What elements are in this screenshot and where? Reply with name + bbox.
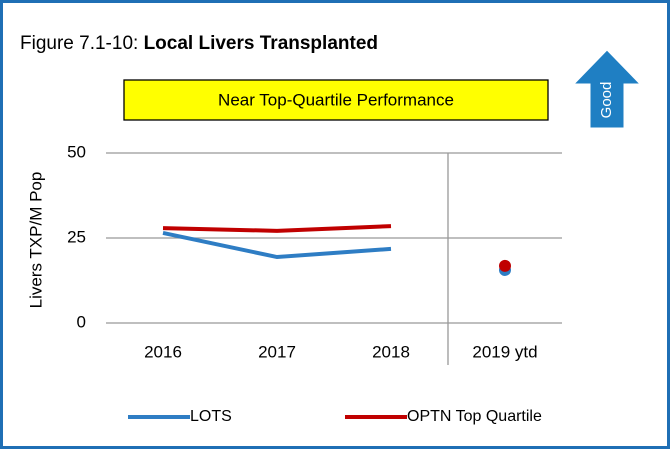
legend-label: OPTN Top Quartile: [407, 408, 542, 425]
x-tick-label: 2019 ytd: [472, 342, 537, 361]
y-axis-label: Livers TXP/M Pop: [26, 172, 45, 309]
title: Local Livers Transplanted: [144, 33, 378, 54]
good-arrow: [572, 49, 642, 129]
y-tick-label: 50: [67, 142, 86, 161]
x-tick-label: 2016: [144, 342, 182, 361]
x-tick-label: 2018: [372, 342, 410, 361]
direction-label: Good: [598, 82, 615, 119]
figure-label: Figure 7.1-10:: [20, 33, 138, 54]
annotation-box: [123, 79, 549, 121]
series-line: [162, 230, 392, 260]
y-tick-label: 25: [67, 227, 86, 246]
y-tick-label: 0: [77, 312, 86, 331]
series-line: [162, 224, 392, 233]
annotation: Near Top-Quartile Performance: [218, 90, 454, 109]
chart-title: Figure 7.1-10: Local Livers Transplanted: [20, 33, 378, 54]
series-point: [499, 259, 511, 272]
x-tick-label: 2017: [258, 342, 296, 361]
legend-label: LOTS: [190, 408, 232, 425]
